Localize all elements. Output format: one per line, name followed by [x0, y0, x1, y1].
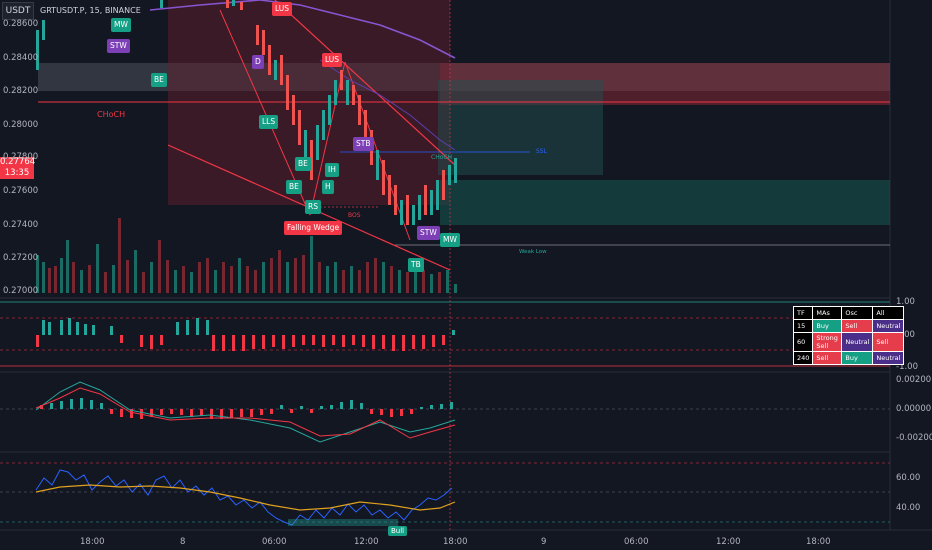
time-tick: 06:00 [624, 537, 649, 547]
signal-tag-lls: LLS [259, 115, 279, 129]
price-tick: 0.27800 [3, 152, 39, 162]
table-row: 60 Strong Sell Neutral Sell [792, 332, 905, 352]
time-tick: 18:00 [806, 537, 831, 547]
candle-countdown: 13:35 [4, 168, 30, 178]
signal-tag-stw: STW [107, 39, 130, 53]
time-tick: 18:00 [80, 537, 105, 547]
table-header: All [872, 306, 905, 320]
signal-tag-be: BE [286, 180, 302, 194]
price-tick: 0.28400 [3, 53, 39, 63]
price-tick: 0.27200 [3, 253, 39, 263]
osc1-tick: 0.00 [896, 330, 915, 340]
osc1-histogram [36, 318, 455, 351]
rsi-tick: 60.00 [896, 473, 921, 483]
table-row: 15 Buy Sell Neutral [792, 319, 905, 333]
time-tick: 18:00 [443, 537, 468, 547]
choch-label: CHoCH [431, 154, 453, 161]
signal-tag-mw: MW [440, 233, 460, 247]
macd-tick: -0.00200 [896, 433, 932, 443]
table-cell: Neutral [872, 351, 905, 365]
signal-tag-lus: LUS [272, 2, 293, 16]
time-tick: 12:00 [354, 537, 379, 547]
signal-tag-rs: RS [305, 200, 321, 214]
rsi-bull-tag: Bull [388, 526, 408, 536]
table-row: 240 Sell Buy Neutral [792, 351, 905, 365]
price-tick: 0.28600 [3, 19, 39, 29]
signal-tag-be: BE [295, 157, 311, 171]
price-tick: 0.28200 [3, 86, 39, 96]
symbol-title: GRTUSDT.P, 15, BINANCE [40, 6, 141, 15]
signal-tag-be: BE [151, 73, 167, 87]
time-tick: 8 [180, 537, 186, 547]
table-cell: 60 [792, 332, 814, 352]
technical-rating-table: TF MAs Osc All 15 Buy Sell Neutral 60 St… [792, 306, 905, 365]
currency-label[interactable]: USDT [2, 2, 34, 20]
target-zone-lower [440, 180, 890, 225]
choch-label: CHoCH [97, 110, 126, 119]
signal-tag-stw: STW [417, 226, 440, 240]
osc1-tick: -1.00 [896, 362, 918, 372]
signal-tag-d: D [252, 55, 264, 69]
rsi-tick: 40.00 [896, 503, 921, 513]
table-header: MAs [812, 306, 843, 320]
signal-tag-mw: MW [111, 18, 131, 32]
table-cell: 15 [792, 319, 814, 333]
osc1-tick: 1.00 [896, 297, 915, 307]
signal-tag-stb: STB [353, 137, 374, 151]
table-cell: Neutral [841, 332, 874, 352]
table-cell: Buy [812, 319, 843, 333]
table-cell: Sell [841, 319, 874, 333]
time-tick: 12:00 [716, 537, 741, 547]
price-tick: 0.28000 [3, 120, 39, 130]
bos-label: BOS [348, 212, 361, 219]
price-tick: 0.27600 [3, 186, 39, 196]
volume-bars [36, 218, 457, 293]
time-tick: 06:00 [262, 537, 287, 547]
table-cell: Neutral [872, 319, 905, 333]
table-cell: 240 [792, 351, 814, 365]
price-tick: 0.27400 [3, 220, 39, 230]
last-price-value: 0.27764 [0, 157, 36, 167]
macd-histogram [40, 398, 453, 419]
table-cell: Sell [812, 351, 843, 365]
table-cell: Buy [841, 351, 874, 365]
table-header: Osc [841, 306, 874, 320]
signal-tag-lus: LUS [322, 53, 343, 67]
target-zone-upper [438, 80, 603, 175]
table-cell: Strong Sell [812, 332, 843, 352]
signal-tag-tb: TB [408, 258, 424, 272]
pattern-label-falling-wedge: Falling Wedge [284, 221, 343, 235]
signal-tag-ih: IH [325, 163, 339, 177]
last-price-badge: 0.27764 13:35 [0, 157, 36, 179]
ssl-label: SSL [536, 148, 547, 155]
signal-tag-h: H [322, 180, 334, 194]
table-header: TF [792, 306, 814, 320]
price-tick: 0.27000 [3, 286, 39, 296]
macd-tick: 0.00200 [896, 375, 932, 385]
table-cell: Sell [872, 332, 905, 352]
time-tick: 9 [541, 537, 547, 547]
weak-low-label: Weak Low [519, 249, 547, 255]
macd-tick: 0.00000 [896, 404, 932, 414]
